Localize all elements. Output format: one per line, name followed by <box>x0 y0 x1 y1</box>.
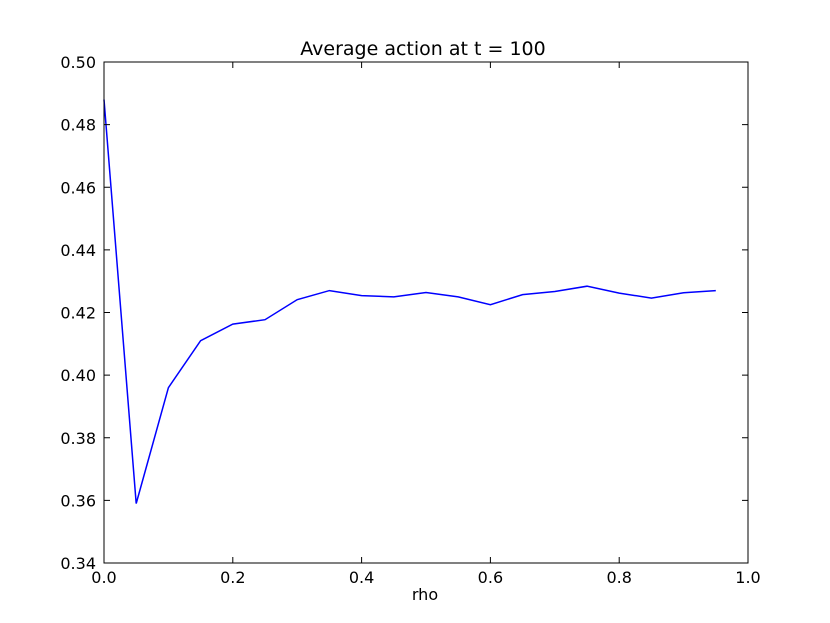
plot-frame <box>103 61 749 564</box>
x-tick-label: 0.2 <box>220 568 245 587</box>
y-tick-label: 0.48 <box>60 116 96 135</box>
x-tick-label: 0.4 <box>349 568 374 587</box>
y-tick-label: 0.46 <box>60 178 96 197</box>
y-tick-label: 0.50 <box>60 53 96 72</box>
x-tick-label: 0.0 <box>91 568 116 587</box>
x-tick-label: 0.6 <box>478 568 503 587</box>
y-tick-label: 0.34 <box>60 554 96 573</box>
series-line <box>103 99 716 504</box>
y-tick-label: 0.42 <box>60 304 96 323</box>
x-tick-label: 0.8 <box>606 568 631 587</box>
x-axis-label: rho <box>412 585 438 604</box>
y-tick-label: 0.38 <box>60 429 96 448</box>
x-axis-ticks: 0.0 0.2 0.4 0.6 0.8 1.0 <box>91 62 761 587</box>
y-tick-label: 0.40 <box>60 366 96 385</box>
series-layer <box>103 99 716 504</box>
x-tick-label: 1.0 <box>735 568 760 587</box>
y-tick-label: 0.44 <box>60 241 96 260</box>
chart-title: Average action at t = 100 <box>300 38 545 60</box>
y-axis-ticks: 0.34 0.36 0.38 0.40 0.42 0.44 0.46 0.48 0.50 <box>60 53 748 573</box>
y-tick-label: 0.36 <box>60 491 96 510</box>
